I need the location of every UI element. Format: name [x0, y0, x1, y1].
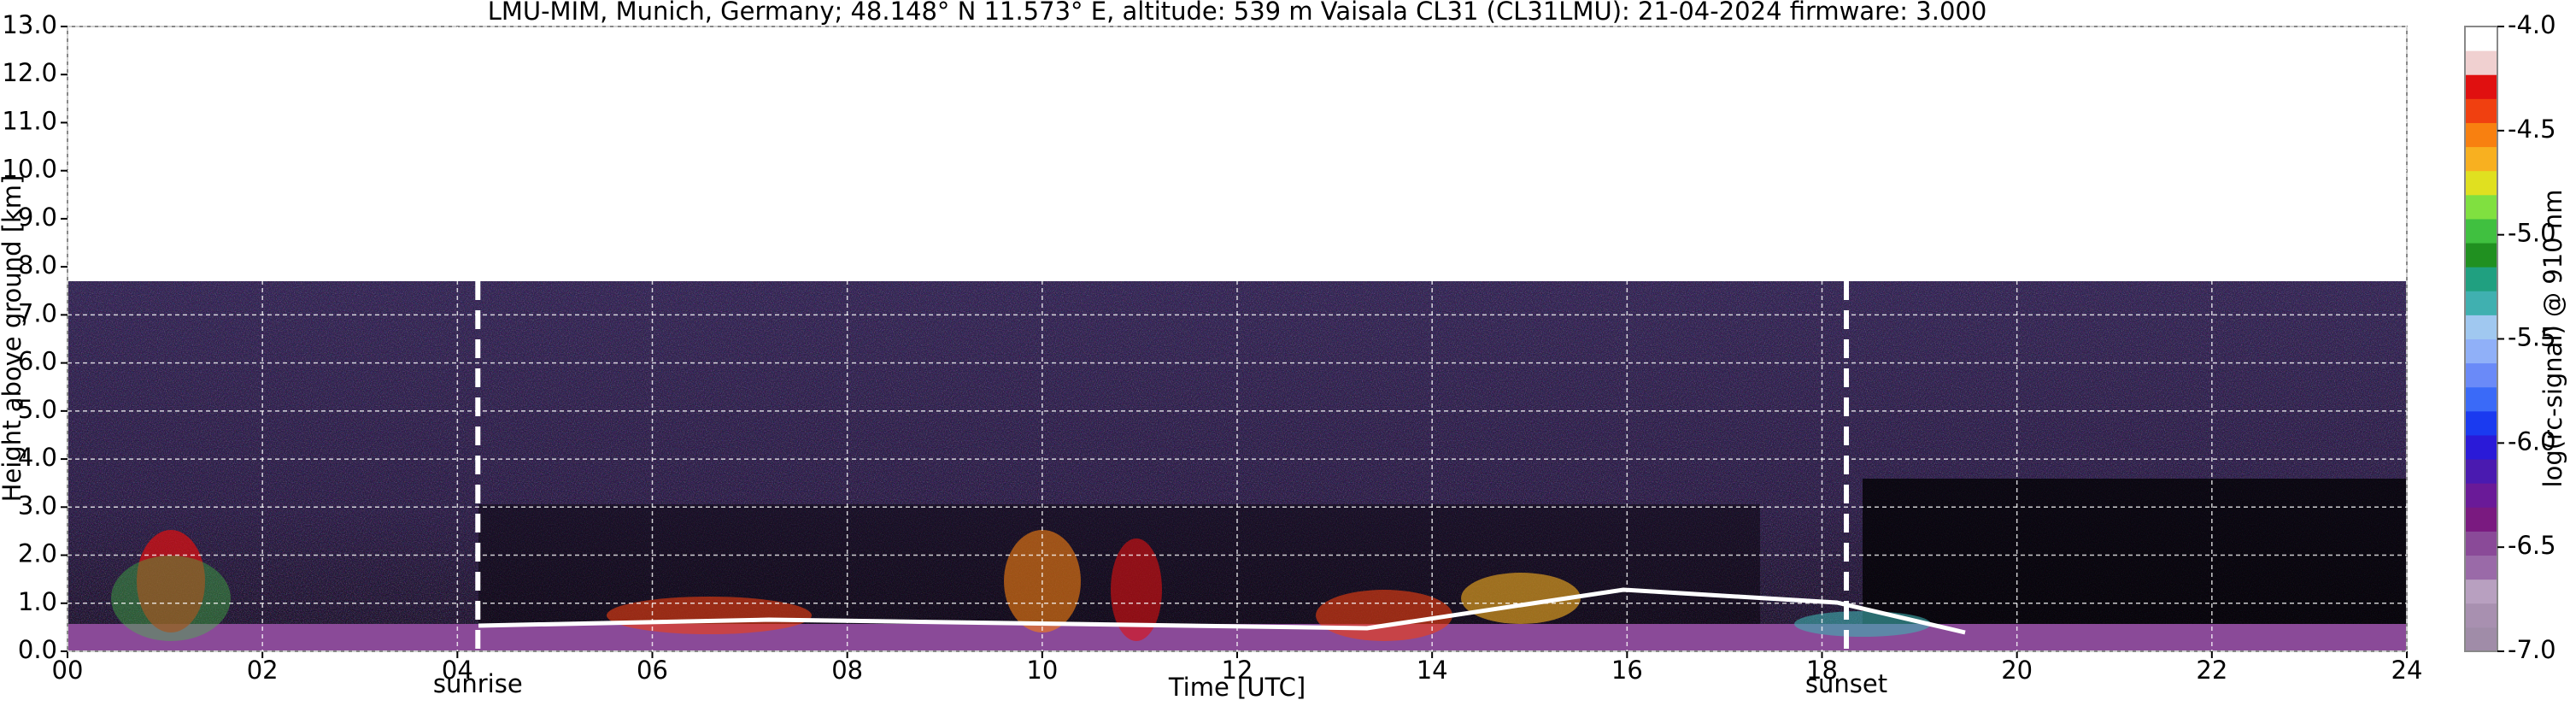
- y-tick-label: 13.0: [2, 10, 57, 39]
- colorbar-segment: [2465, 218, 2497, 244]
- y-tick-label: 3.0: [18, 491, 57, 520]
- colorbar-tick-label: -7.0: [2508, 635, 2556, 664]
- x-tick-label: 00: [52, 656, 84, 685]
- colorbar-tick-label: -6.0: [2508, 427, 2556, 456]
- x-tick-label: 18: [1806, 656, 1838, 685]
- colorbar-segment: [2465, 315, 2497, 339]
- colorbar-segment: [2465, 362, 2497, 388]
- colorbar-segment: [2465, 170, 2497, 196]
- colorbar-segment: [2465, 386, 2497, 412]
- annotation-text: sunrise: [433, 669, 523, 698]
- x-axis-label: Time [UTC]: [1168, 673, 1306, 702]
- colorbar-tick-label: -5.5: [2508, 323, 2556, 352]
- x-tick-label: 02: [247, 656, 279, 685]
- x-tick-label: 10: [1026, 656, 1058, 685]
- y-tick-label: 10.0: [2, 155, 57, 184]
- colorbar-segment: [2465, 579, 2497, 604]
- y-axis-label: Height above ground [km]: [0, 175, 26, 503]
- colorbar-segment: [2465, 507, 2497, 532]
- x-tick-label: 04: [442, 656, 473, 685]
- x-tick-label: 16: [1611, 656, 1643, 685]
- colorbar-segment: [2465, 146, 2497, 172]
- y-tick-label: 6.0: [18, 347, 57, 376]
- colorbar-segment: [2465, 555, 2497, 580]
- x-tick-label: 06: [637, 656, 668, 685]
- colorbar-segment: [2465, 267, 2497, 291]
- x-tick-label: 14: [1417, 656, 1448, 685]
- colorbar-segment: [2465, 434, 2497, 460]
- y-tick-label: 5.0: [18, 395, 57, 424]
- y-tick-label: 12.0: [2, 58, 57, 87]
- colorbar-segment: [2465, 243, 2497, 268]
- colorbar-label: log(rc-signal) @ 910 nm: [2538, 190, 2567, 488]
- y-tick-label: 8.0: [18, 250, 57, 279]
- y-tick-label: 1.0: [18, 587, 57, 616]
- y-tick-label: 0.0: [18, 635, 57, 664]
- annotation-text: sunset: [1805, 669, 1887, 698]
- x-tick-label: 12: [1222, 656, 1253, 685]
- colorbar-segment: [2465, 338, 2497, 364]
- colorbar-segment: [2465, 483, 2497, 508]
- colorbar-segment: [2465, 98, 2497, 123]
- y-tick-label: 2.0: [18, 539, 57, 568]
- x-tick-label: 08: [831, 656, 863, 685]
- colorbar-segment: [2465, 603, 2497, 628]
- y-tick-label: 7.0: [18, 298, 57, 327]
- y-tick-label: 11.0: [2, 106, 57, 135]
- chart-title: LMU-MIM, Munich, Germany; 48.148° N 11.5…: [488, 0, 1987, 26]
- colorbar-segment: [2465, 74, 2497, 99]
- colorbar-segment: [2465, 26, 2497, 51]
- colorbar-tick-label: -6.5: [2508, 531, 2556, 560]
- y-tick-label: 9.0: [18, 203, 57, 232]
- colorbar-segment: [2465, 627, 2497, 652]
- x-tick-label: 22: [2196, 656, 2227, 685]
- x-tick-label: 24: [2391, 656, 2423, 685]
- colorbar-segment: [2465, 531, 2497, 556]
- colorbar-tick-label: -4.5: [2508, 115, 2556, 144]
- colorbar-segment: [2465, 122, 2497, 148]
- x-tick-label: 20: [2001, 656, 2033, 685]
- colorbar-tick-label: -5.0: [2508, 219, 2556, 248]
- colorbar-segment: [2465, 194, 2497, 220]
- y-tick-label: 4.0: [18, 443, 57, 472]
- colorbar-segment: [2465, 291, 2497, 315]
- colorbar-segment: [2465, 50, 2497, 75]
- colorbar-segment: [2465, 459, 2497, 484]
- colorbar-tick-label: -4.0: [2508, 10, 2556, 39]
- colorbar-segment: [2465, 410, 2497, 436]
